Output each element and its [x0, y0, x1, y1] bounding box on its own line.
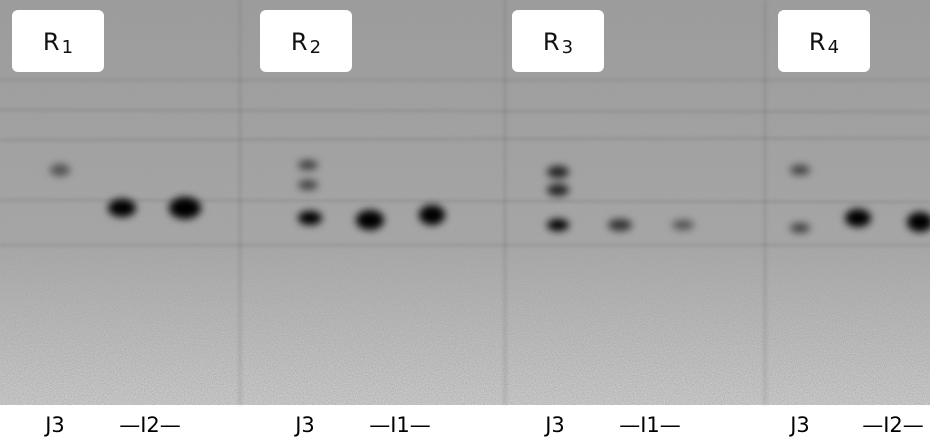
lane-label: J3 [543, 413, 565, 437]
panel-label-letter: R [543, 28, 560, 56]
panel-label-sub: 1 [62, 37, 73, 58]
lane-label: —I2— [119, 413, 181, 437]
panel-label-box [12, 10, 104, 72]
lane-label: —I1— [369, 413, 431, 437]
panel-label-sub: 3 [562, 37, 573, 58]
bands [50, 160, 930, 233]
panel-label-letter: R [291, 28, 308, 56]
lane-label: J3 [788, 413, 810, 437]
panel-label-sub: 2 [310, 37, 321, 58]
panel-label-sub: 4 [828, 37, 839, 58]
panel-label-box [260, 10, 352, 72]
lane-label: J3 [293, 413, 315, 437]
gel-streaks [0, 0, 930, 405]
lane-label: —I1— [619, 413, 681, 437]
gel-noise [0, 0, 930, 405]
panel-label-box [778, 10, 870, 72]
labels: R 1J3 —I2—R 2J3 —I1—R 3J3 —I1—R 4J3 —I2— [12, 10, 924, 437]
panel-label-letter: R [809, 28, 826, 56]
lane-label: J3 [43, 413, 65, 437]
panel-label-box [512, 10, 604, 72]
lane-label: —I2— [862, 413, 924, 437]
panel-label-letter: R [43, 28, 60, 56]
